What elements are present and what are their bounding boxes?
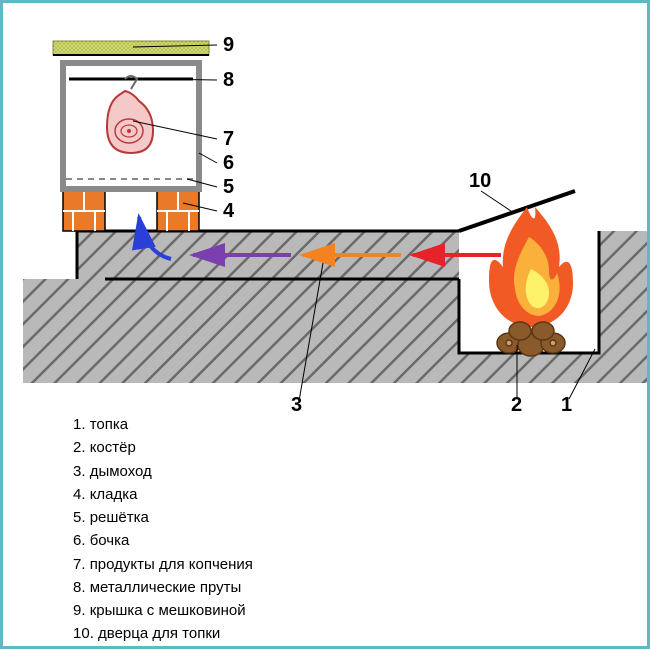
label-num-7: 7: [223, 128, 234, 150]
label-num-8: 8: [223, 69, 234, 91]
legend-item-1: 1. топка: [73, 413, 253, 436]
label-num-2: 2: [511, 394, 522, 413]
legend-item-6: 6. бочка: [73, 529, 253, 552]
legend-item-8: 8. металлические пруты: [73, 576, 253, 599]
logs-icon: [497, 322, 565, 356]
diagram-svg: 9 8 7 6 5 4 3 2 1 10: [3, 3, 647, 413]
brick-right: [157, 191, 199, 231]
label-num-9: 9: [223, 34, 234, 56]
legend-item-9: 9. крышка с мешковиной: [73, 599, 253, 622]
legend-item-10: 10. дверца для топки: [73, 622, 253, 645]
legend-item-4: 4. кладка: [73, 483, 253, 506]
legend-list: 1. топка 2. костёр 3. дымоход 4. кладка …: [73, 413, 253, 646]
legend-item-3: 3. дымоход: [73, 460, 253, 483]
label-num-1: 1: [561, 394, 572, 413]
label-num-10: 10: [469, 170, 491, 192]
label-num-6: 6: [223, 152, 234, 174]
legend-item-2: 2. костёр: [73, 436, 253, 459]
label-num-4: 4: [223, 200, 235, 222]
label-num-3: 3: [291, 394, 302, 413]
fire-icon: [489, 207, 573, 327]
burlap-lid: [53, 41, 209, 55]
label-num-5: 5: [223, 176, 234, 198]
legend-item-5: 5. решётка: [73, 506, 253, 529]
brick-left: [63, 191, 105, 231]
diagram-frame: 9 8 7 6 5 4 3 2 1 10 1. топка 2. костёр …: [0, 0, 650, 649]
legend-item-7: 7. продукты для копчения: [73, 553, 253, 576]
